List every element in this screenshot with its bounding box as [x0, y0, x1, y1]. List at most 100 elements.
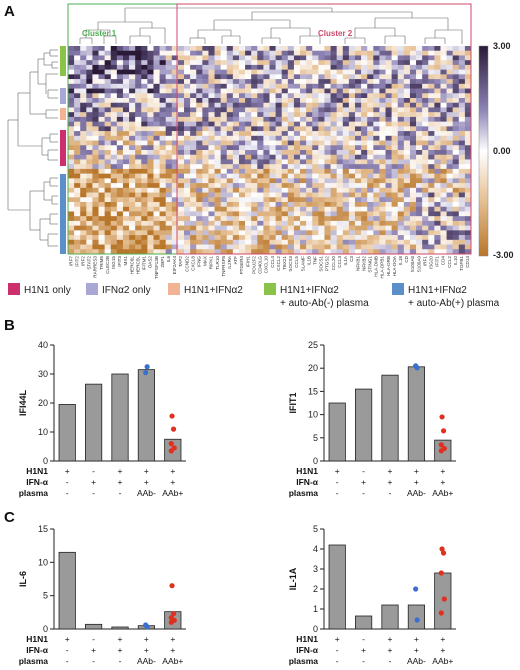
bar: [137, 369, 155, 462]
y-tick-label: 20: [308, 363, 318, 373]
gene-label: CD: [404, 255, 409, 262]
gene-label: SOCS3: [288, 256, 293, 272]
gene-label: IFIH1: [245, 256, 250, 268]
gene-label: HLA-DOA: [392, 255, 397, 276]
gene-label: ATF: [233, 256, 238, 265]
condition-value: -: [336, 645, 339, 655]
y-tick-label: 4: [313, 544, 318, 554]
condition-value: AAb+: [432, 488, 453, 498]
gene-label: IFNG: [196, 256, 201, 267]
gene-label: SLAMF: [300, 256, 305, 272]
condition-value: -: [336, 488, 339, 498]
condition-value: +: [440, 466, 445, 476]
data-point: [441, 596, 447, 602]
gene-label: ISG15: [111, 256, 116, 269]
gene-label: IFITM1: [142, 256, 147, 271]
condition-value: +: [440, 634, 445, 644]
data-point: [438, 570, 444, 576]
legend-swatch-aab-neg: [264, 283, 276, 295]
condition-value: +: [335, 634, 340, 644]
condition-value: +: [335, 466, 340, 476]
panel-letter-c: C: [4, 509, 15, 526]
gene-label: MX1: [123, 256, 128, 266]
condition-value: AAb-: [407, 656, 426, 666]
heatmap: Cluster 1 Cluster 2 IRF7 IFIT2 IRF2 STAT2 RA…: [7, 3, 514, 279]
gene-label: ZBP1: [160, 256, 165, 268]
legend-label-h1n1-only: H1N1 only: [24, 285, 71, 296]
gene-label: S100A9: [416, 256, 421, 273]
data-point: [168, 441, 174, 447]
bar: [381, 374, 399, 462]
data-point: [144, 624, 150, 630]
condition-value: -: [66, 477, 69, 487]
condition-value: AAb-: [137, 488, 156, 498]
legend-swatch-h1n1-only: [8, 283, 20, 295]
panel-letter-a: A: [4, 3, 15, 20]
condition-value: +: [170, 466, 175, 476]
condition-value: +: [414, 645, 419, 655]
y-tick-label: 0: [313, 624, 318, 634]
gene-label: NFKB2: [361, 256, 366, 271]
condition-value: AAb-: [137, 656, 156, 666]
condition-value: -: [336, 656, 339, 666]
condition-value: -: [362, 656, 365, 666]
data-point: [438, 448, 444, 454]
gene-label: IFIT3: [117, 256, 122, 267]
data-point: [438, 610, 444, 616]
condition-value: -: [66, 656, 69, 666]
gene-label: IL6: [166, 256, 171, 263]
data-point: [170, 426, 177, 432]
condition-value: +: [388, 466, 393, 476]
gene-label: TRIM5: [99, 256, 104, 270]
data-point: [439, 414, 445, 420]
y-tick-label: 1: [313, 604, 318, 614]
data-point: [168, 619, 174, 625]
legend-swatch-ifn-only: [86, 283, 98, 295]
gene-label: POU2F2: [251, 256, 256, 274]
bar: [111, 626, 129, 630]
bar: [355, 615, 373, 630]
gene-label: CXCL10: [264, 256, 269, 274]
condition-row-label: plasma: [289, 488, 319, 498]
condition-value: +: [170, 645, 175, 655]
y-tick-label: 20: [38, 398, 48, 408]
gene-label: IRF7: [68, 256, 73, 266]
cluster-2-label: Cluster 2: [318, 29, 353, 38]
gene-label: CCL5: [294, 256, 299, 268]
bar: [111, 373, 129, 462]
cluster-1-label: Cluster 1: [82, 29, 117, 38]
y-tick-label: 0: [43, 624, 48, 634]
condition-value: -: [66, 645, 69, 655]
gene-label: STAT2: [87, 256, 92, 270]
gene-label: CCL20: [331, 256, 336, 271]
legend-label-ifn-only: IFNα2 only: [102, 285, 151, 296]
gene-label: HLA-DMB: [374, 256, 379, 277]
y-tick-label: 40: [38, 340, 48, 350]
legend-label-aab-neg: H1N1+IFNα2: [280, 285, 339, 296]
cluster-2-box: [176, 3, 472, 255]
legend-label-aab-pos-line2: + auto-Ab(+) plasma: [408, 298, 500, 309]
group-legend: H1N1 only IFNα2 only H1N1+IFNα2 H1N1+IFN…: [8, 283, 500, 309]
condition-row-label: H1N1: [296, 634, 318, 644]
condition-row-label: IFN-α: [26, 477, 49, 487]
legend-swatch-aab-pos: [392, 283, 404, 295]
condition-value: -: [336, 477, 339, 487]
condition-row-label: H1N1: [26, 634, 48, 644]
gene-label: CCL4: [270, 256, 275, 268]
condition-value: -: [389, 656, 392, 666]
y-tick-label: 5: [313, 524, 318, 534]
condition-row-label: plasma: [19, 656, 49, 666]
condition-value: -: [92, 466, 95, 476]
legend-label-h1n1-ifn: H1N1+IFNα2: [184, 285, 243, 296]
gene-label: CD40LG: [258, 256, 263, 274]
legend-swatch-h1n1-ifn: [168, 283, 180, 295]
condition-value: AAb+: [432, 656, 453, 666]
condition-value: -: [92, 656, 95, 666]
gene-label: PTGER4: [239, 256, 244, 275]
heatmap-cells: [68, 46, 472, 255]
y-axis-label-ifit1: IFIT1: [288, 392, 298, 413]
y-tick-label: 10: [38, 427, 48, 437]
condition-value: -: [362, 488, 365, 498]
